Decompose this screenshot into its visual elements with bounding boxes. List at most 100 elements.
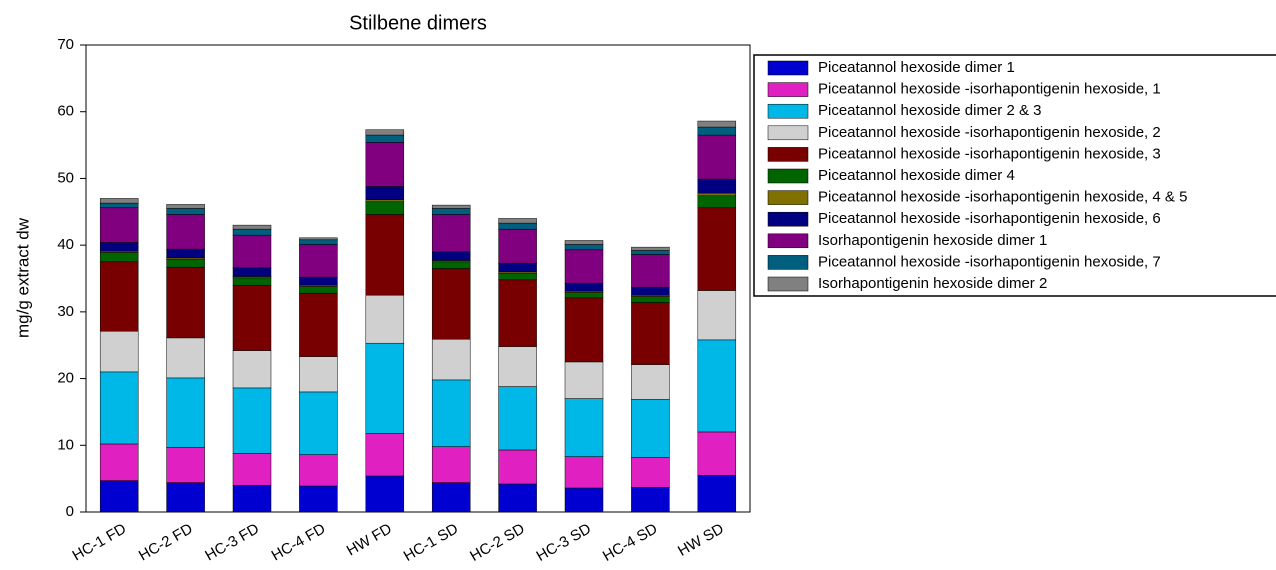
bar-segment	[232, 277, 272, 286]
bar-segment	[564, 487, 604, 513]
bar-segment	[99, 443, 139, 481]
bar-segment	[564, 456, 604, 489]
x-tick-label: HC-1 SD	[401, 520, 462, 565]
legend-swatch	[767, 168, 809, 184]
x-tick-label: HC-3 SD	[534, 520, 595, 565]
bar-segment	[299, 276, 338, 286]
bar-segment	[697, 178, 737, 194]
bar-segment	[365, 129, 405, 136]
bar-segment	[232, 224, 272, 230]
bar-segment	[365, 433, 405, 477]
bar-segment	[166, 248, 205, 259]
legend-label: Piceatannol hexoside -isorhapontigenin h…	[818, 124, 1161, 141]
bar-segment	[166, 214, 205, 250]
legend-box	[753, 54, 1276, 297]
legend-swatch	[767, 60, 809, 76]
bar-segment	[431, 338, 471, 381]
bar-segment	[99, 330, 139, 373]
legend-label: Piceatannol hexoside -isorhapontigenin h…	[818, 189, 1187, 206]
plot-frame	[85, 44, 751, 513]
y-tick-label: 70	[57, 36, 74, 53]
x-tick-label: HC-4 FD	[269, 520, 329, 564]
bar-segment	[631, 399, 670, 458]
bar-segment	[232, 387, 272, 454]
bar-segment	[564, 361, 604, 399]
bar-segment	[431, 268, 471, 340]
bar-segment	[365, 294, 405, 344]
legend-label: Piceatannol hexoside dimer 1	[818, 59, 1015, 76]
bar-segment	[99, 252, 139, 263]
bar-segment	[232, 453, 272, 486]
bar-segment	[498, 346, 537, 387]
x-tick-label: HC-1 FD	[69, 520, 129, 564]
legend-swatch	[767, 103, 809, 119]
bar-segment	[631, 246, 670, 251]
bar-segment	[697, 339, 737, 433]
legend-swatch	[767, 255, 809, 270]
legend-swatch	[767, 276, 809, 292]
bar-segment	[232, 485, 272, 513]
bar-segment	[299, 454, 338, 487]
bar-segment	[431, 214, 471, 253]
bar-segment	[431, 446, 471, 483]
bar-segment	[299, 356, 338, 393]
legend-label: Piceatannol hexoside -isorhapontigenin h…	[818, 210, 1161, 227]
legend-swatch	[767, 211, 809, 227]
bar-segment	[431, 208, 471, 215]
bar-segment	[564, 240, 604, 245]
bar-segment	[166, 208, 205, 215]
bar-segment	[498, 272, 537, 281]
bar-segment	[697, 134, 737, 180]
bar-segment	[564, 292, 604, 299]
x-tick-label: HW FD	[344, 520, 395, 559]
x-tick-label: HC-2 FD	[136, 520, 196, 564]
legend-swatch	[767, 125, 809, 141]
bar-segment	[631, 296, 670, 303]
bar-segment	[564, 249, 604, 284]
bar-segment	[697, 475, 737, 513]
x-tick-label: HW SD	[675, 520, 727, 560]
bar-segment	[498, 483, 537, 513]
legend-swatch	[767, 233, 809, 249]
y-tick-label: 60	[57, 103, 74, 120]
bar-segment	[431, 379, 471, 447]
legend-label: Piceatannol hexoside dimer 2 & 3	[818, 102, 1041, 119]
bar-segment	[232, 284, 272, 351]
bar-segment	[431, 251, 471, 261]
y-tick-label: 20	[57, 370, 74, 387]
bar-segment	[631, 254, 670, 288]
bar-segment	[166, 377, 205, 448]
bar-segment	[697, 126, 737, 136]
bar-segment	[498, 218, 537, 224]
bar-segment	[498, 386, 537, 451]
legend-label: Piceatannol hexoside -isorhapontigenin h…	[818, 253, 1161, 270]
bar-segment	[99, 202, 139, 209]
legend-label: Isorhapontigenin hexoside dimer 1	[818, 232, 1047, 249]
bar-segment	[631, 487, 670, 513]
bar-segment	[232, 234, 272, 269]
x-tick-label: HC-3 FD	[202, 520, 262, 564]
bar-segment	[166, 204, 205, 209]
bar-segment	[498, 449, 537, 485]
y-tick-label: 50	[57, 169, 74, 186]
legend-swatch	[767, 82, 809, 97]
y-tick-label: 0	[66, 503, 74, 520]
bar-segment	[365, 214, 405, 296]
bar-segment	[631, 302, 670, 365]
legend-label: Isorhapontigenin hexoside dimer 2	[818, 275, 1047, 292]
bar-segment	[99, 242, 139, 252]
legend-label: Piceatannol hexoside -isorhapontigenin h…	[818, 81, 1161, 98]
bar-segment	[697, 192, 737, 197]
bar-segment	[365, 342, 405, 434]
bar-segment	[631, 250, 670, 255]
chart-title: Stilbene dimers	[349, 12, 487, 34]
x-tick-label: HC-4 SD	[600, 520, 661, 565]
bar-segment	[299, 286, 338, 294]
bar-segment	[365, 199, 405, 203]
bar-segment	[498, 262, 537, 273]
bar-segment	[564, 398, 604, 457]
legend-swatch	[767, 147, 809, 162]
bar-segment	[365, 186, 405, 201]
bar-segment	[99, 198, 139, 204]
